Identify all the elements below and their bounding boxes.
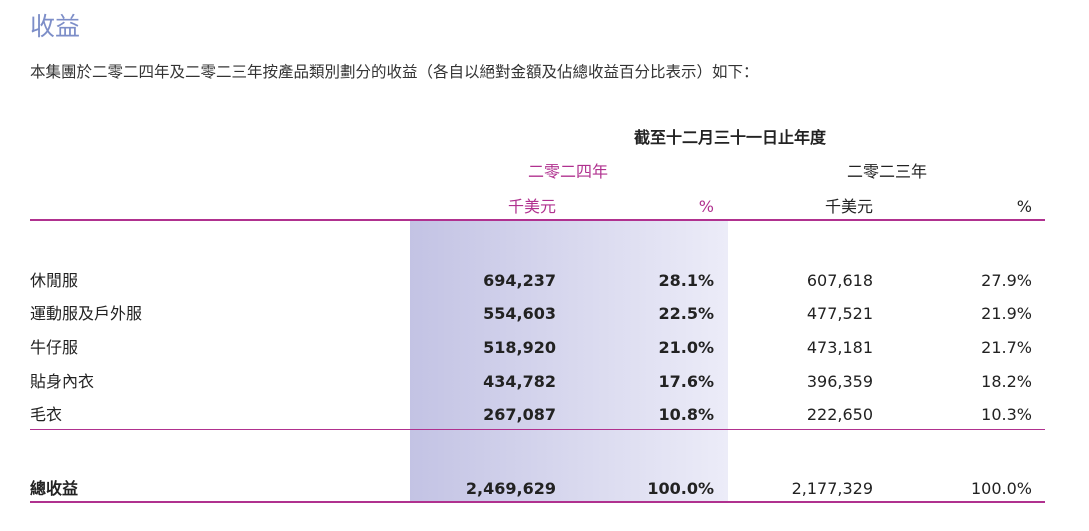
cell: 21.9% (981, 304, 1032, 323)
rule (30, 219, 1045, 221)
total-cell: 2,469,629 (465, 479, 556, 498)
cell: 27.9% (981, 271, 1032, 290)
cell: 477,521 (806, 304, 873, 323)
cell: 607,618 (806, 271, 873, 290)
unit: % (1016, 197, 1032, 216)
cell: 222,650 (806, 405, 873, 424)
cell: 396,359 (806, 372, 873, 391)
cell: 28.1% (658, 271, 714, 290)
cell: 21.7% (981, 338, 1032, 357)
row-label: 貼身內衣 (30, 372, 95, 391)
total-cell: 100.0% (647, 479, 714, 498)
row-label: 運動服及戶外服 (30, 304, 143, 323)
period: 截至十二月三十一日止年度 (633, 128, 826, 147)
cell: 22.5% (658, 304, 714, 323)
cell: 10.8% (658, 405, 714, 424)
rule (30, 429, 1045, 430)
unit: 千美元 (824, 197, 873, 216)
cell: 21.0% (658, 338, 714, 357)
year: 二零二四年 (527, 162, 608, 181)
total-cell: 2,177,329 (791, 479, 873, 498)
row-label: 毛衣 (30, 405, 63, 424)
cell: 554,603 (483, 304, 556, 323)
cell: 518,920 (483, 338, 556, 357)
total-cell: 100.0% (970, 479, 1032, 498)
unit: % (698, 197, 714, 216)
intro: 本集團於二零二四年及二零二三年按產品類別劃分的收益（各自以絕對金額及佔總收益百分… (30, 63, 759, 81)
cell: 10.3% (981, 405, 1032, 424)
cell: 434,782 (483, 372, 556, 391)
row-label: 牛仔服 (30, 338, 79, 357)
cell: 267,087 (483, 405, 556, 424)
cell: 694,237 (483, 271, 556, 290)
cell: 18.2% (981, 372, 1032, 391)
year: 二零二三年 (846, 162, 927, 181)
highlight-column (410, 221, 728, 502)
rule (30, 501, 1045, 503)
unit: 千美元 (507, 197, 556, 216)
row-label: 休閒服 (30, 271, 79, 290)
cell: 17.6% (658, 372, 714, 391)
cell: 473,181 (806, 338, 873, 357)
title: 收益 (30, 12, 81, 41)
total-label: 總收益 (30, 479, 79, 498)
